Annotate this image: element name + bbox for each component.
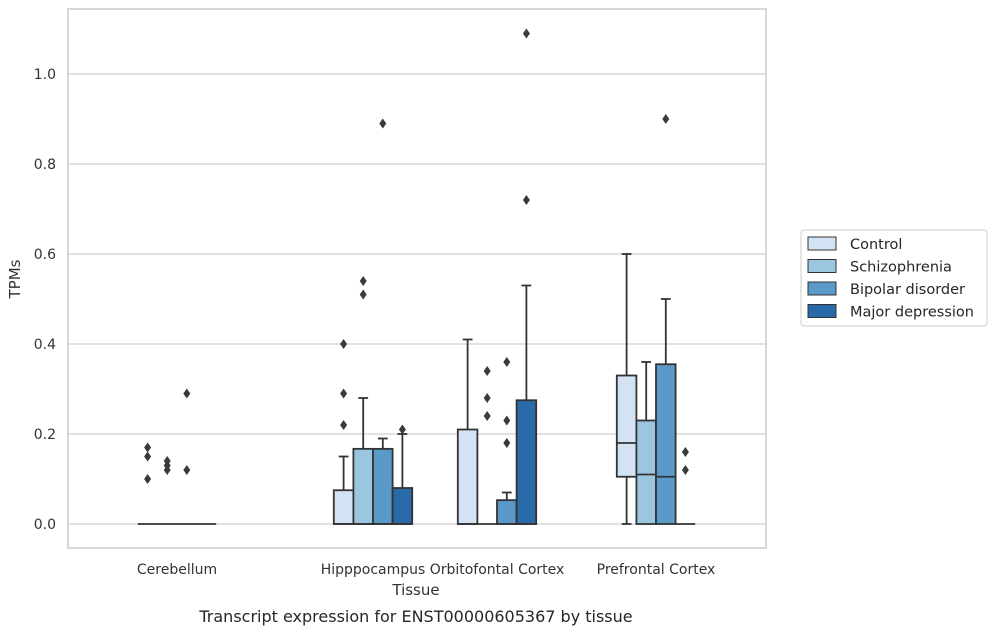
y-tick-label: 0.2: [34, 427, 56, 443]
box-body: [391, 487, 414, 525]
box-body: [655, 363, 677, 525]
outlier-point: [340, 339, 348, 349]
outlier-points: [144, 28, 689, 484]
legend-swatch: [807, 304, 837, 318]
box-bipolar-disorder: [655, 298, 677, 525]
legend-label: Control: [850, 237, 902, 253]
box-body: [352, 447, 374, 525]
outlier-point: [503, 415, 511, 426]
x-tick-labels: Cerebellum Hipppocampus Orbitofontal Corte…: [137, 562, 715, 578]
x-tick-label: Prefrontal Cortex: [597, 562, 716, 578]
box-bipolar-disorder: [372, 437, 394, 525]
outlier-point: [340, 388, 348, 399]
x-tick-label: Hipppocampus: [321, 562, 426, 578]
y-tick-label: 0.8: [34, 157, 56, 173]
chart-caption: Transcript expression for ENST0000060536…: [198, 607, 632, 626]
legend-swatch: [807, 236, 837, 251]
legend-label: Bipolar disorder: [850, 282, 965, 298]
box-body: [615, 374, 638, 478]
outlier-point: [503, 438, 511, 448]
box-schizophrenia: [352, 397, 374, 525]
y-tick-labels: 0.0 0.2 0.4 0.6 0.8 1.0: [34, 67, 56, 533]
outlier-point: [359, 276, 367, 286]
legend-label: Major depression: [850, 305, 974, 321]
outlier-point: [398, 424, 406, 435]
outlier-point: [522, 195, 530, 205]
outlier-point: [144, 451, 152, 462]
y-tick-label: 0.6: [34, 247, 56, 263]
box-body: [332, 489, 355, 525]
outlier-point: [662, 114, 670, 124]
box-body: [372, 447, 394, 525]
outlier-point: [483, 411, 491, 421]
x-axis-title: Tissue: [391, 581, 439, 599]
x-tick-label: Orbitofontal Cortex: [430, 562, 565, 578]
box-body: [496, 499, 518, 525]
legend-frame: [800, 229, 988, 327]
box-schizophrenia: [635, 361, 657, 525]
outlier-point: [183, 465, 191, 475]
outlier-point: [183, 388, 191, 399]
box-body: [515, 399, 538, 525]
outlier-point: [340, 420, 348, 430]
outlier-point: [379, 118, 387, 129]
legend-swatch: [807, 281, 837, 296]
outlier-point: [359, 289, 367, 300]
y-tick-label: 1.0: [34, 67, 56, 83]
outlier-point: [483, 393, 491, 403]
box-control: [615, 253, 638, 525]
box-major-depression: [515, 284, 538, 525]
outlier-point: [681, 465, 689, 475]
outlier-point: [163, 465, 171, 475]
legend-label: Schizophrenia: [850, 260, 952, 276]
box-major-depression: [391, 433, 414, 525]
outlier-point: [503, 357, 511, 367]
box-body: [635, 419, 657, 525]
outlier-point: [483, 366, 491, 376]
outlier-point: [144, 474, 152, 484]
box-body: [456, 428, 479, 525]
legend: Control Schizophrenia Bipolar disorder Majo…: [800, 229, 988, 327]
x-tick-label: Cerebellum: [137, 562, 217, 578]
outlier-point: [144, 442, 152, 453]
y-axis-title: TPMs: [6, 259, 24, 299]
box-control: [456, 338, 479, 525]
outlier-point: [522, 28, 530, 39]
y-tick-label: 0.4: [34, 337, 56, 353]
box-control: [332, 455, 355, 525]
plot-frame: [67, 8, 767, 549]
box-series: [137, 253, 696, 525]
legend-swatch: [807, 259, 837, 273]
y-tick-label: 0.0: [34, 517, 56, 533]
box-bipolar-disorder: [496, 491, 518, 525]
outlier-point: [681, 447, 689, 457]
